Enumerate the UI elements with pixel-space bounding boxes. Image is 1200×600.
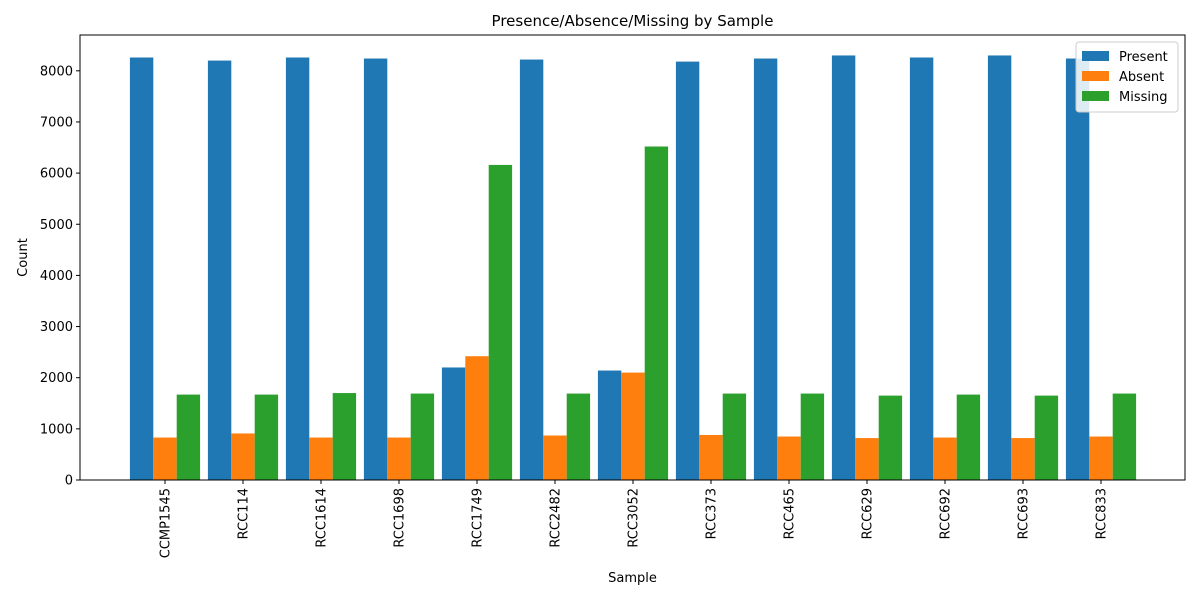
legend-swatch-absent: [1082, 71, 1109, 81]
legend-swatch-present: [1082, 51, 1109, 61]
bar-present-rcc629: [831, 55, 856, 480]
bar-missing-rcc2482: [566, 393, 591, 480]
bar-missing-rcc833: [1112, 393, 1137, 480]
legend-label-present: Present: [1119, 50, 1168, 65]
y-tick-label: 8000: [40, 64, 73, 79]
bar-present-rcc465: [753, 58, 778, 480]
legend-label-missing: Missing: [1119, 90, 1167, 105]
x-tick-label: RCC629: [861, 488, 876, 539]
bar-present-rcc1614: [285, 57, 310, 481]
x-tick-label: RCC3052: [627, 488, 642, 548]
x-axis: CCMP1545 RCC114 RCC1614 RCC1698 RCC1749 RCC24…: [159, 480, 1110, 558]
bar-missing-rcc3052: [644, 146, 669, 481]
bar-present-rcc3052: [597, 370, 622, 480]
x-tick-label: RCC465: [783, 488, 798, 539]
x-tick-label: RCC1614: [315, 488, 330, 548]
x-axis-title: Sample: [608, 571, 657, 586]
bar-missing-rcc373: [722, 393, 747, 480]
y-tick-label: 4000: [40, 269, 73, 284]
x-tick-label: RCC2482: [549, 488, 564, 548]
y-tick-label: 2000: [40, 371, 73, 386]
x-tick-label: RCC1698: [393, 488, 408, 548]
bar-absent-rcc693: [1011, 438, 1035, 480]
bar-present-rcc1749: [441, 367, 466, 480]
bar-present-ccmp1545: [129, 57, 154, 481]
bar-missing-rcc1614: [332, 393, 357, 480]
bar-absent-rcc833: [1089, 436, 1113, 480]
x-tick-label: RCC1749: [471, 488, 486, 548]
bar-present-rcc693: [987, 55, 1012, 480]
bar-present-rcc833: [1065, 58, 1090, 480]
x-tick-label: RCC692: [939, 488, 954, 539]
bar-absent-rcc692: [933, 437, 957, 480]
bar-missing-rcc693: [1034, 395, 1059, 480]
bar-present-rcc692: [909, 57, 934, 481]
chart-title: Presence/Absence/Missing by Sample: [492, 12, 774, 30]
legend-swatch-missing: [1082, 91, 1109, 101]
bar-missing-rcc1749: [488, 164, 513, 480]
bar-absent-rcc3052: [621, 372, 645, 480]
y-tick-label: 0: [65, 474, 73, 489]
bar-absent-ccmp1545: [153, 437, 177, 480]
bar-absent-rcc465: [777, 436, 801, 480]
bar-absent-rcc2482: [543, 435, 567, 480]
bar-missing-rcc465: [800, 393, 825, 480]
bar-missing-rcc1698: [410, 393, 435, 480]
bar-present-rcc373: [675, 61, 700, 480]
y-tick-label: 5000: [40, 218, 73, 233]
bar-absent-rcc373: [699, 434, 723, 480]
plot-frame: [79, 34, 1186, 481]
x-tick-label: CCMP1545: [159, 488, 174, 558]
y-axis-title: Count: [16, 238, 31, 277]
y-tick-label: 6000: [40, 167, 73, 182]
bar-absent-rcc1614: [309, 437, 333, 480]
bar-absent-rcc1749: [465, 356, 489, 480]
bar-missing-ccmp1545: [176, 394, 201, 480]
y-tick-label: 3000: [40, 320, 73, 335]
x-tick-label: RCC373: [705, 488, 720, 539]
bars-group: [129, 55, 1137, 481]
bar-present-rcc2482: [519, 59, 544, 480]
x-tick-label: RCC114: [237, 488, 252, 539]
bar-absent-rcc629: [855, 438, 879, 480]
x-tick-label: RCC693: [1017, 488, 1032, 539]
bar-missing-rcc114: [254, 394, 279, 480]
y-axis: 0 1000 2000 3000 4000 5000 6000 7000 8000: [40, 64, 80, 489]
bar-missing-rcc692: [956, 394, 981, 480]
bar-absent-rcc114: [231, 433, 255, 480]
bar-missing-rcc629: [878, 395, 903, 480]
bar-absent-rcc1698: [387, 437, 411, 480]
bar-present-rcc1698: [363, 58, 388, 480]
y-tick-label: 1000: [40, 422, 73, 437]
bar-present-rcc114: [207, 60, 232, 481]
y-tick-label: 7000: [40, 115, 73, 130]
legend: Present Absent Missing: [1075, 41, 1179, 113]
x-tick-label: RCC833: [1095, 488, 1110, 539]
legend-label-absent: Absent: [1119, 70, 1164, 85]
